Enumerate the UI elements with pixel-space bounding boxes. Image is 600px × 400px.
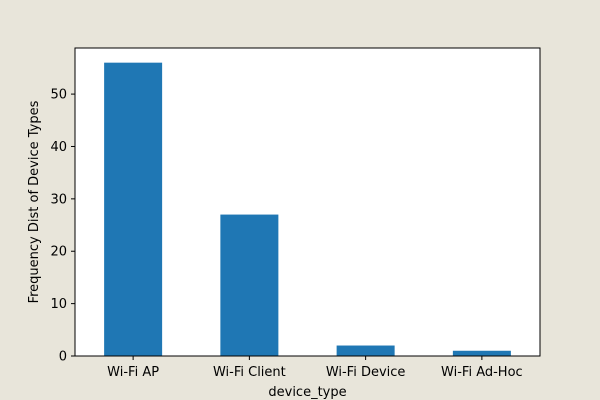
x-tick-label: Wi-Fi AP xyxy=(107,365,159,380)
y-ticks-group: 0 10 20 30 40 50 xyxy=(50,88,75,365)
x-tick-label: Wi-Fi Ad-Hoc xyxy=(441,365,523,380)
y-tick-label: 10 xyxy=(50,297,67,312)
x-tick-label: Wi-Fi Client xyxy=(213,365,286,380)
bar-wi-fi-client xyxy=(220,214,279,356)
x-tick-label: Wi-Fi Device xyxy=(326,365,406,380)
y-tick-label: 0 xyxy=(59,350,67,365)
y-tick-label: 40 xyxy=(50,140,67,155)
bar-wi-fi-ad-hoc xyxy=(452,350,511,356)
bar-wi-fi-ap xyxy=(104,62,163,357)
y-tick-label: 30 xyxy=(50,192,67,207)
x-ticks-group: Wi-Fi AP Wi-Fi Client Wi-Fi Device Wi-Fi Ad… xyxy=(107,356,523,380)
plot-frame xyxy=(74,47,541,357)
bars-group xyxy=(104,62,511,357)
y-axis-label: Frequency Dist of Device Types xyxy=(27,100,42,303)
x-axis-label: device_type xyxy=(268,385,346,400)
y-tick-label: 50 xyxy=(50,88,67,103)
y-tick-label: 20 xyxy=(50,245,67,260)
bar-wi-fi-device xyxy=(336,345,395,356)
